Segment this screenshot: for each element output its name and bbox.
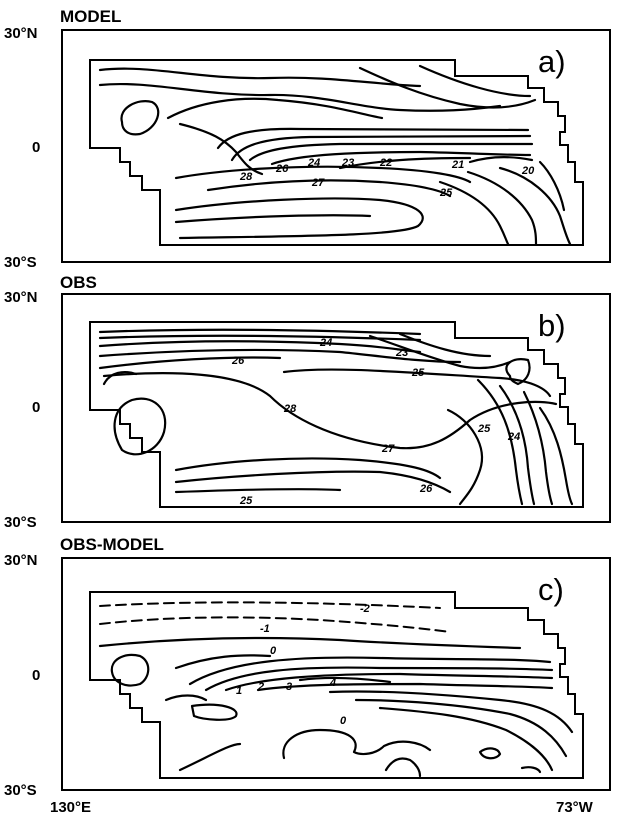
contour-label: 28 <box>283 403 297 415</box>
contour-label: 0 <box>270 645 277 657</box>
contour-labels: 24 26 23 25 28 27 25 24 26 25 <box>231 337 520 507</box>
contour-label: 24 <box>507 431 520 443</box>
contour-label: 21 <box>451 159 464 171</box>
contour-label: -2 <box>360 603 370 615</box>
contour-label: 2 <box>257 681 264 693</box>
ocean-mask-outline <box>89 321 584 508</box>
panel-frame <box>61 29 611 263</box>
contour-label: 25 <box>411 367 425 379</box>
lon-label-left: 130°E <box>50 799 91 816</box>
contour-labels: -2 -1 0 1 2 3 4 0 <box>236 603 370 727</box>
contour-label: 27 <box>381 443 395 455</box>
contour-label: 23 <box>341 157 354 169</box>
panel-obs: OBS 30°N 0 30°S b) <box>4 273 611 531</box>
x-axis: 130°E 73°W <box>50 799 594 816</box>
contour-label: 28 <box>239 171 253 183</box>
panel-letter: c) <box>538 572 564 607</box>
contour-label: 27 <box>311 177 325 189</box>
panel-title: OBS <box>60 273 97 292</box>
contour-label: 25 <box>239 495 253 507</box>
contour-label: 25 <box>477 423 491 435</box>
lat-label-equator: 0 <box>32 667 40 684</box>
lat-label-bottom: 30°S <box>4 782 37 799</box>
contour-label: 24 <box>319 337 332 349</box>
lat-label-equator: 0 <box>32 399 40 416</box>
lat-label-equator: 0 <box>32 139 40 156</box>
lat-label-top: 30°N <box>4 289 38 306</box>
lat-label-top: 30°N <box>4 25 38 42</box>
lon-label-right: 73°W <box>556 799 594 816</box>
contour-label: 26 <box>275 163 289 175</box>
panel-letter: b) <box>538 308 566 343</box>
panel-title: MODEL <box>60 7 121 26</box>
contour-label: -1 <box>260 623 270 635</box>
ocean-mask-outline <box>89 591 584 779</box>
isotherms <box>98 328 574 506</box>
contour-label: 22 <box>379 157 392 169</box>
contour-label: 26 <box>419 483 433 495</box>
panel-obs-minus-model: OBS-MODEL 30°N 0 30°S c) <box>4 535 611 799</box>
isotherms <box>98 64 572 246</box>
contour-label: 4 <box>329 677 336 689</box>
contour-label: 25 <box>439 187 453 199</box>
panel-model: MODEL 30°N 0 30°S a) <box>4 7 611 271</box>
isotherms <box>98 601 574 778</box>
ocean-mask-outline <box>89 59 584 246</box>
contour-label: 26 <box>231 355 245 367</box>
contour-label: 20 <box>521 165 535 177</box>
contour-labels: 28 26 24 23 22 21 20 27 25 <box>239 157 535 199</box>
contour-label: 3 <box>286 681 292 693</box>
panel-frame <box>61 557 611 791</box>
lat-label-bottom: 30°S <box>4 254 37 271</box>
contour-label: 23 <box>395 347 408 359</box>
panel-letter: a) <box>538 44 566 79</box>
panel-title: OBS-MODEL <box>60 535 164 554</box>
contour-label: 0 <box>340 715 347 727</box>
contour-label: 24 <box>307 157 320 169</box>
lat-label-bottom: 30°S <box>4 514 37 531</box>
contour-label: 1 <box>236 685 242 697</box>
lat-label-top: 30°N <box>4 552 38 569</box>
panel-frame <box>61 293 611 523</box>
